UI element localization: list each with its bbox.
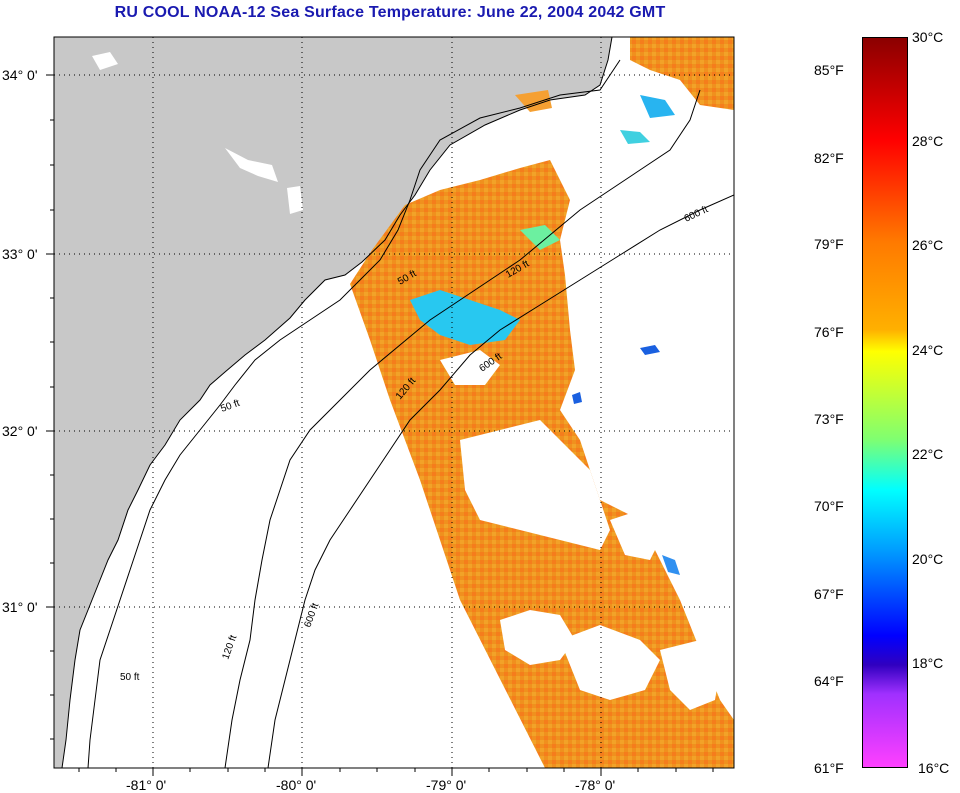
f-label: 73°F	[814, 411, 844, 427]
f-label: 64°F	[814, 673, 844, 689]
graticule	[54, 37, 734, 768]
sst-cool-patch-2	[520, 225, 560, 250]
lat-label-33: 33° 0'	[2, 246, 38, 262]
contour-label-50c: 50 ft	[120, 672, 140, 683]
contour-50ft	[87, 59, 621, 768]
lat-label-32: 32° 0'	[2, 423, 38, 439]
c-label: 16°C	[918, 760, 950, 776]
sst-cool-patch-3	[640, 95, 675, 118]
lat-label-34: 34° 0'	[2, 67, 38, 83]
cloud-gap-3	[560, 625, 660, 700]
cloud-gap-2	[500, 610, 575, 665]
sst-cool-patch-5	[572, 345, 660, 404]
map-title: RU COOL NOAA-12 Sea Surface Temperature:…	[114, 4, 666, 21]
c-label: 24°C	[912, 342, 944, 358]
color-scale-bar	[862, 37, 908, 768]
map-frame	[53, 36, 735, 769]
c-label: 28°C	[912, 133, 944, 149]
sst-cape-patch	[515, 90, 552, 112]
land-area	[54, 37, 612, 768]
cloud-gap-1	[460, 420, 610, 550]
cloud-gap-6	[440, 350, 500, 385]
contour-600ft	[267, 194, 734, 768]
c-label: 18°C	[912, 655, 944, 671]
lon-label-79: -79° 0'	[426, 777, 466, 793]
f-label: 61°F	[814, 760, 844, 776]
cloud-gap-4	[610, 510, 660, 560]
f-label: 70°F	[814, 498, 844, 514]
f-label: 79°F	[814, 236, 844, 252]
sst-cool-patch-6	[662, 555, 680, 575]
f-label: 85°F	[814, 62, 844, 78]
lat-label-31: 31° 0'	[2, 599, 38, 615]
coastline	[61, 37, 613, 768]
lon-label-78: -78° 0'	[575, 777, 615, 793]
lon-label-80: -80° 0'	[276, 777, 316, 793]
lon-label-81: -81° 0'	[126, 777, 166, 793]
c-label: 30°C	[912, 29, 944, 45]
c-label: 26°C	[912, 237, 944, 253]
sst-northeast	[630, 37, 734, 110]
c-label: 22°C	[912, 446, 944, 462]
c-label: 20°C	[912, 551, 944, 567]
f-label: 82°F	[814, 150, 844, 166]
axis-ticks	[46, 74, 714, 776]
f-label: 67°F	[814, 586, 844, 602]
sst-cool-patch-1	[410, 290, 520, 345]
cloud-gap-5	[660, 640, 720, 710]
f-label: 76°F	[814, 324, 844, 340]
sst-cool-patch-4	[620, 130, 650, 144]
